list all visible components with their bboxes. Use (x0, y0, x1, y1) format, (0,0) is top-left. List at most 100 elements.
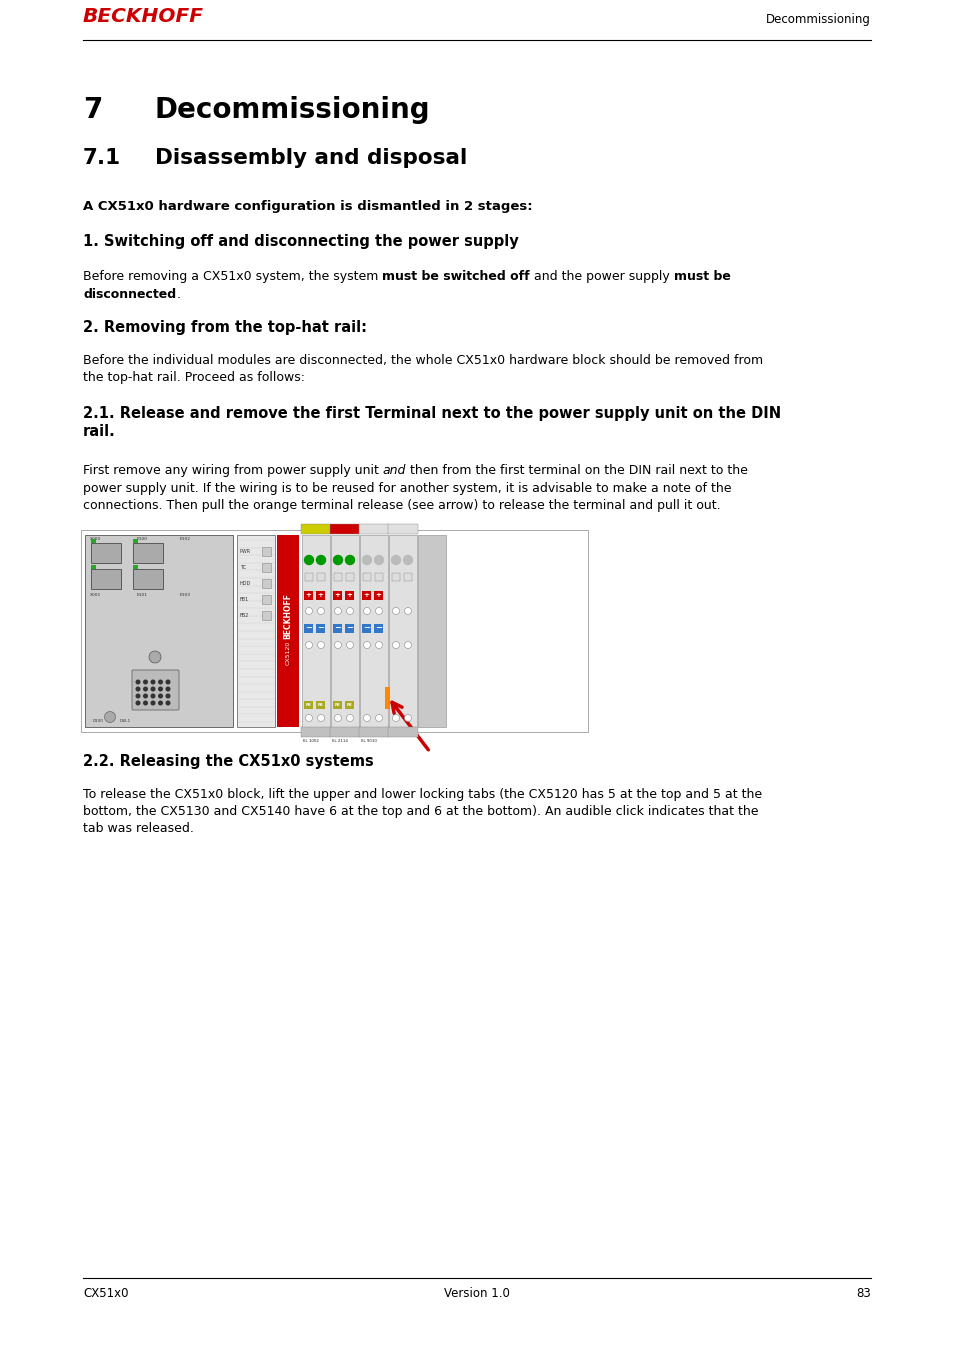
Text: +: + (363, 593, 369, 598)
Text: +: + (375, 593, 381, 598)
Text: must be: must be (673, 270, 730, 284)
Bar (316, 572, 325, 580)
Text: 2. Removing from the top-hat rail:: 2. Removing from the top-hat rail: (83, 320, 367, 335)
Bar (417, 535, 446, 728)
Bar (345, 590, 354, 599)
Bar (375, 572, 382, 580)
Bar (262, 579, 271, 589)
Text: −: − (316, 624, 324, 633)
Bar (389, 535, 416, 728)
Circle shape (151, 701, 154, 705)
Text: KL 2114: KL 2114 (332, 738, 348, 742)
Circle shape (136, 694, 140, 698)
Text: −: − (305, 624, 312, 633)
Circle shape (136, 687, 140, 691)
Circle shape (166, 701, 170, 705)
Circle shape (404, 641, 411, 648)
Circle shape (335, 641, 341, 648)
Circle shape (334, 555, 342, 564)
Bar (304, 590, 313, 599)
Text: −: − (375, 624, 381, 633)
Bar (345, 701, 354, 709)
Text: Before the individual modules are disconnected, the whole CX51x0 hardware block : Before the individual modules are discon… (83, 354, 762, 385)
Bar (374, 590, 382, 599)
Circle shape (392, 714, 399, 721)
Bar (132, 539, 138, 543)
Circle shape (158, 680, 162, 684)
Text: connections. Then pull the orange terminal release (see arrow) to release the te: connections. Then pull the orange termin… (83, 500, 720, 512)
Circle shape (105, 711, 115, 722)
Bar (276, 535, 298, 728)
Text: .: . (176, 288, 180, 301)
Bar (304, 624, 313, 633)
Bar (374, 624, 382, 633)
Circle shape (391, 555, 400, 564)
Text: CX51x0: CX51x0 (83, 1287, 129, 1300)
Text: power supply unit. If the wiring is to be reused for another system, it is advis: power supply unit. If the wiring is to b… (83, 482, 731, 494)
Bar (91, 539, 96, 543)
Circle shape (375, 641, 382, 648)
Text: Decommissioning: Decommissioning (154, 96, 430, 124)
Text: KL 1002: KL 1002 (303, 738, 318, 742)
Circle shape (136, 680, 140, 684)
Text: X000: X000 (90, 537, 101, 541)
Text: D100: D100 (92, 720, 104, 724)
Circle shape (392, 641, 399, 648)
Circle shape (158, 694, 162, 698)
Text: E103: E103 (180, 593, 191, 597)
Text: BECKHOFF: BECKHOFF (83, 7, 204, 26)
Bar (91, 566, 96, 568)
FancyBboxPatch shape (388, 524, 417, 535)
Text: 2.2. Releasing the CX51x0 systems: 2.2. Releasing the CX51x0 systems (83, 755, 374, 770)
Circle shape (136, 701, 140, 705)
Text: FB1: FB1 (240, 597, 249, 602)
Circle shape (404, 714, 411, 721)
Circle shape (166, 694, 170, 698)
Circle shape (375, 608, 382, 614)
FancyBboxPatch shape (358, 728, 389, 737)
Text: +: + (317, 593, 323, 598)
Circle shape (149, 651, 161, 663)
Circle shape (158, 687, 162, 691)
Circle shape (305, 608, 313, 614)
FancyBboxPatch shape (301, 524, 331, 535)
Text: Decommissioning: Decommissioning (765, 14, 870, 26)
FancyBboxPatch shape (358, 524, 389, 535)
FancyBboxPatch shape (330, 728, 359, 737)
Circle shape (151, 680, 154, 684)
Bar (85, 535, 233, 728)
Text: −: − (363, 624, 370, 633)
Circle shape (346, 608, 354, 614)
Circle shape (375, 714, 382, 721)
Text: E102: E102 (180, 537, 191, 541)
FancyBboxPatch shape (301, 728, 331, 737)
Bar (346, 572, 354, 580)
Text: BECKHOFF: BECKHOFF (283, 593, 293, 639)
Circle shape (317, 608, 324, 614)
Bar (333, 590, 341, 599)
Circle shape (317, 641, 324, 648)
Text: +: + (346, 593, 352, 598)
Circle shape (151, 687, 154, 691)
Text: PE: PE (346, 703, 352, 707)
Bar (361, 624, 371, 633)
Circle shape (375, 555, 383, 564)
Bar (315, 701, 325, 709)
Bar (262, 612, 271, 620)
Text: PE: PE (335, 703, 340, 707)
Bar (305, 572, 313, 580)
Text: TC: TC (240, 564, 246, 570)
Bar (333, 701, 341, 709)
Circle shape (403, 555, 412, 564)
Text: First remove any wiring from power supply unit: First remove any wiring from power suppl… (83, 464, 382, 477)
Text: 1. Switching off and disconnecting the power supply: 1. Switching off and disconnecting the p… (83, 234, 518, 248)
Circle shape (144, 687, 147, 691)
Bar (385, 687, 390, 709)
Text: PE: PE (317, 703, 323, 707)
Text: and the power supply: and the power supply (530, 270, 673, 284)
Bar (359, 535, 388, 728)
Bar (363, 572, 371, 580)
Text: must be switched off: must be switched off (382, 270, 530, 284)
Bar (334, 572, 341, 580)
FancyBboxPatch shape (388, 728, 417, 737)
